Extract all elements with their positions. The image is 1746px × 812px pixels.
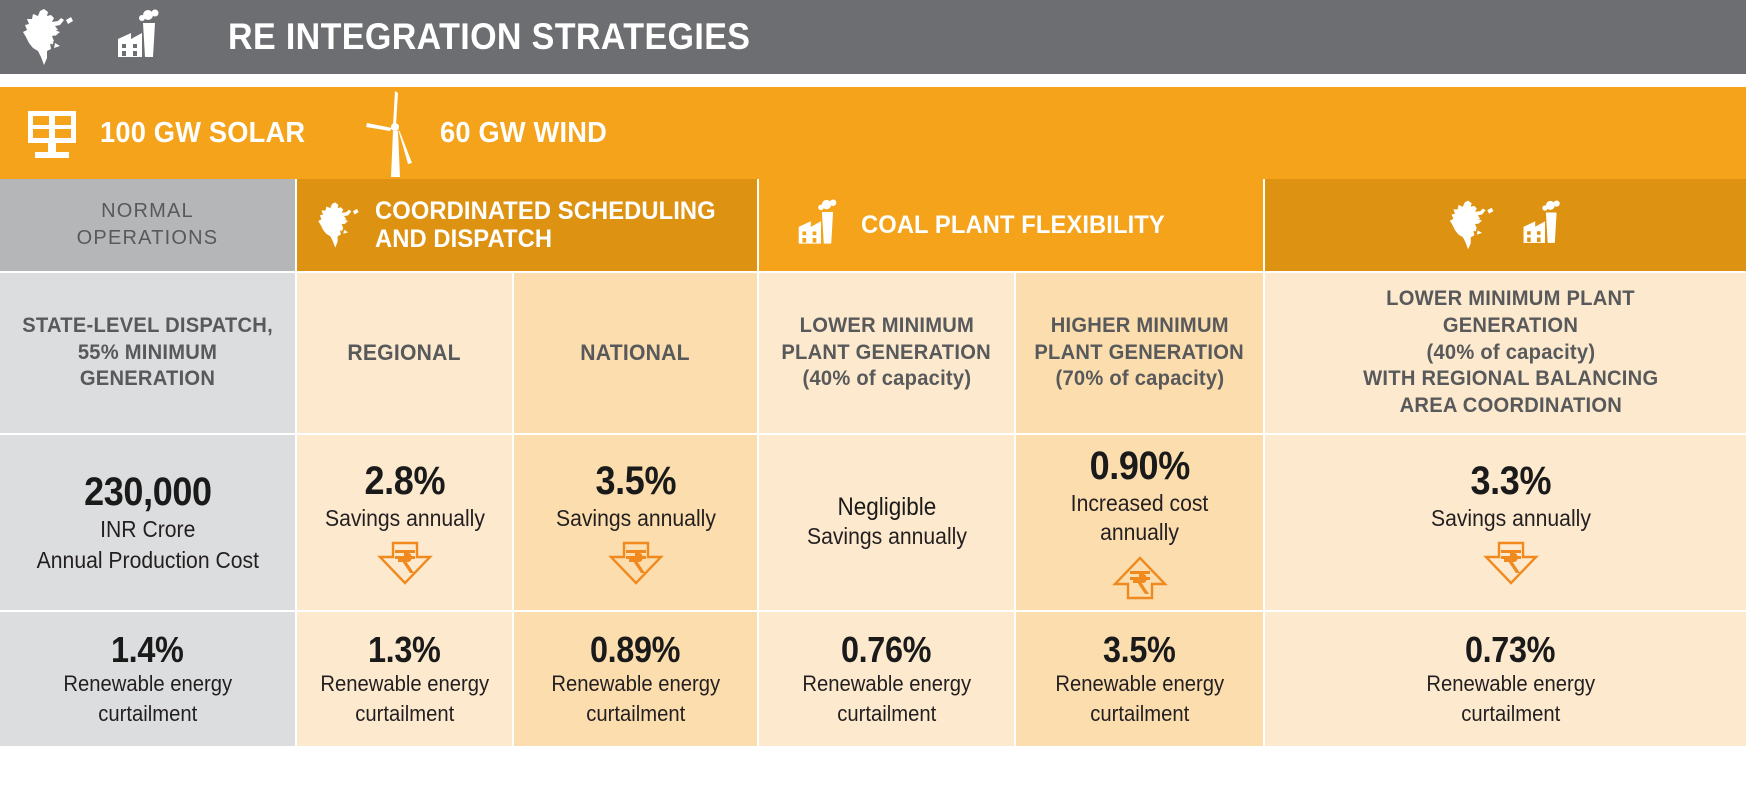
subheader-line: (40% of capacity) [1426, 340, 1595, 364]
subheader-line: REGIONAL [347, 339, 462, 365]
category-label-line2: OPERATIONS [76, 227, 219, 249]
cost-label: Annual Production Cost [36, 546, 259, 573]
curtailment-value: 0.76% [841, 628, 932, 670]
subheader-national: NATIONAL [514, 273, 757, 433]
cost-cell-regional: 2.8% Savings annually [297, 435, 512, 610]
subheader-line: (70% of capacity) [1055, 367, 1224, 391]
wind-turbine-icon [362, 87, 426, 179]
category-label-line2: AND DISPATCH [375, 225, 553, 253]
divider [0, 74, 1746, 87]
curtailment-label: Renewable energy [320, 671, 489, 697]
cost-value: 2.8% [364, 458, 445, 503]
curtailment-value: 3.5% [1103, 628, 1176, 670]
subheader-line: (40% of capacity) [802, 367, 971, 391]
india-map-icon [14, 7, 76, 67]
curtailment-label: curtailment [1461, 700, 1560, 726]
cost-label: Savings annually [806, 523, 967, 550]
category-header-coordinated-scheduling: COORDINATED SCHEDULING AND DISPATCH [297, 179, 757, 271]
curtailment-cell-lower-min-gen-regional: 0.73% Renewable energy curtailment [1265, 612, 1746, 746]
cost-cell-lower-min-gen-regional: 3.3% Savings annually [1265, 435, 1746, 610]
curtailment-label: curtailment [1090, 700, 1189, 726]
curtailment-cell-regional: 1.3% Renewable energy curtailment [297, 612, 512, 746]
factory-icon [795, 199, 847, 251]
cost-label: Savings annually [555, 504, 716, 531]
cost-label: Savings annually [324, 504, 485, 531]
rupee-down-arrow-icon [597, 541, 675, 586]
category-header-combined-strategy [1265, 179, 1746, 271]
india-map-icon [1442, 196, 1496, 254]
rupee-down-arrow-icon [1472, 541, 1550, 586]
subheader-line: 55% MINIMUM GENERATION [77, 340, 218, 391]
subheader-line: WITH REGIONAL BALANCING [1362, 367, 1659, 391]
cost-cell-normal: 230,000 INR Crore Annual Production Cost [0, 435, 295, 610]
cost-cell-higher-min-gen: 0.90% Increased cost annually [1016, 435, 1263, 610]
curtailment-cell-national: 0.89% Renewable energy curtailment [514, 612, 757, 746]
factory-icon [114, 9, 170, 65]
cost-value: 0.90% [1089, 444, 1190, 489]
subheader-lower-min-gen-regional: LOWER MINIMUM PLANT GENERATION (40% of c… [1265, 273, 1746, 433]
curtailment-label: curtailment [586, 700, 685, 726]
curtailment-value: 0.89% [590, 628, 681, 670]
curtailment-label: Renewable energy [802, 671, 971, 697]
cost-label: Savings annually [1430, 504, 1591, 531]
curtailment-cell-higher-min-gen: 3.5% Renewable energy curtailment [1016, 612, 1263, 746]
curtailment-cell-lower-min-gen: 0.76% Renewable energy curtailment [759, 612, 1014, 746]
wind-capacity-label: 60 GW WIND [440, 116, 608, 149]
cost-value: 3.5% [595, 458, 676, 503]
cost-value: Negligible [837, 493, 936, 521]
subheader-line: GENERATION [1442, 313, 1579, 337]
rupee-down-arrow-icon [366, 541, 444, 586]
solar-panel-icon [22, 103, 82, 163]
subheader-line: PLANT GENERATION [1034, 340, 1245, 364]
subheader-line: HIGHER MINIMUM [1050, 313, 1229, 337]
subheader-line: LOWER MINIMUM [799, 313, 974, 337]
category-header-coal-plant-flexibility: COAL PLANT FLEXIBILITY [759, 179, 1263, 271]
subheader-line: AREA COORDINATION [1399, 394, 1622, 418]
curtailment-label: curtailment [98, 700, 197, 726]
curtailment-value: 1.3% [368, 628, 441, 670]
category-label-line1: NORMAL [101, 200, 194, 222]
page-title: RE INTEGRATION STRATEGIES [228, 16, 751, 57]
curtailment-label: Renewable energy [63, 671, 232, 697]
subheader-regional: REGIONAL [297, 273, 512, 433]
subheader-normal: STATE-LEVEL DISPATCH, 55% MINIMUM GENERA… [0, 273, 295, 433]
category-label-line1: COAL PLANT FLEXIBILITY [861, 211, 1165, 239]
cost-label: Increased cost annually [1070, 490, 1209, 545]
category-header-normal-operations: NORMAL OPERATIONS [0, 179, 295, 271]
subheader-higher-min-gen: HIGHER MINIMUM PLANT GENERATION (70% of … [1016, 273, 1263, 433]
capacity-banner: 100 GW SOLAR 60 GW WIND [0, 87, 1746, 179]
curtailment-label: curtailment [355, 700, 454, 726]
subheader-line: STATE-LEVEL DISPATCH, [22, 313, 273, 337]
curtailment-label: Renewable energy [1055, 671, 1224, 697]
factory-icon [1520, 200, 1570, 250]
cost-value: 3.3% [1470, 458, 1551, 503]
curtailment-label: curtailment [837, 700, 936, 726]
cost-value: 230,000 [83, 469, 212, 514]
rupee-up-arrow-icon [1101, 556, 1179, 600]
curtailment-cell-normal: 1.4% Renewable energy curtailment [0, 612, 295, 746]
cost-cell-national: 3.5% Savings annually [514, 435, 757, 610]
subheader-lower-min-gen: LOWER MINIMUM PLANT GENERATION (40% of c… [759, 273, 1014, 433]
subheader-line: LOWER MINIMUM PLANT [1386, 286, 1635, 310]
strategies-table: NORMAL OPERATIONS COORDINATED SCHEDULING… [0, 179, 1746, 746]
category-label-line1: COORDINATED SCHEDULING [375, 197, 716, 225]
cost-label: INR Crore [99, 515, 196, 542]
cost-cell-lower-min-gen: Negligible Savings annually [759, 435, 1014, 610]
page-header: RE INTEGRATION STRATEGIES [0, 0, 1746, 74]
solar-capacity-label: 100 GW SOLAR [100, 116, 306, 149]
curtailment-label: Renewable energy [1426, 671, 1595, 697]
curtailment-value: 0.73% [1465, 628, 1556, 670]
curtailment-label: Renewable energy [551, 671, 720, 697]
subheader-line: NATIONAL [580, 339, 691, 365]
india-map-icon [311, 197, 361, 253]
subheader-line: PLANT GENERATION [781, 340, 992, 364]
curtailment-value: 1.4% [111, 628, 184, 670]
